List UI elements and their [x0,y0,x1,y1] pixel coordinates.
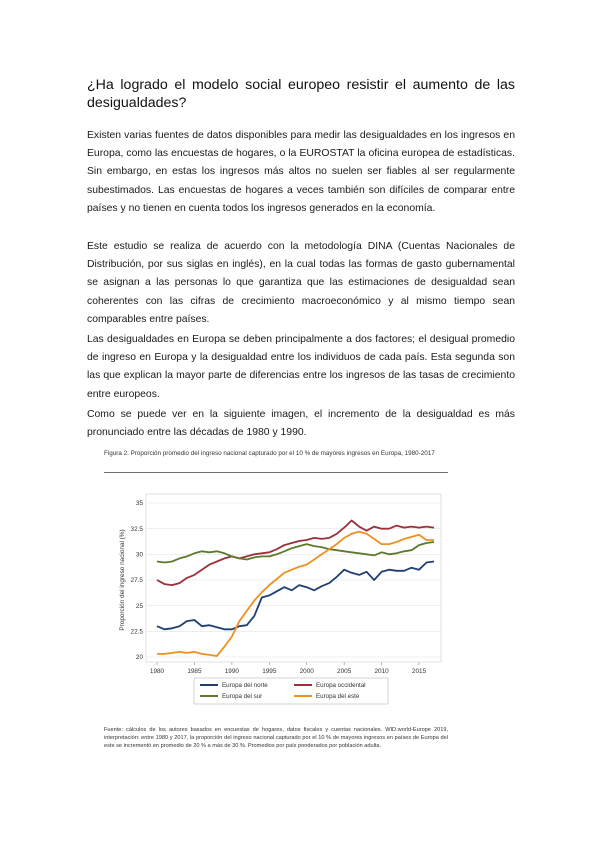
paragraph-3: Las desigualdades en Europa se deben pri… [87,334,515,400]
legend-label: Europa occidental [316,682,366,689]
x-tick-label: 1985 [187,668,202,675]
figure-source: Fuente: cálculos de los autores basados … [104,727,448,749]
document-heading: ¿Ha logrado el modelo social europeo res… [87,77,515,111]
y-tick-label: 22.5 [131,629,144,636]
x-tick-label: 2005 [337,668,352,675]
series-line-4 [157,530,434,657]
figure-title: Figura 2. Proporción promedio del ingres… [104,450,435,457]
legend-box [193,677,389,705]
series-line-2 [156,519,435,586]
legend-label: Europa del sur [222,693,262,700]
y-tick-label: 35 [136,500,144,507]
paragraph-4: Como se puede ver en la siguiente imagen… [87,409,515,439]
x-tick-label: 1980 [150,668,165,675]
x-tick-label: 1995 [262,668,277,675]
paragraph-2: Este estudio se realiza de acuerdo con l… [87,241,515,325]
y-tick-label: 32.5 [131,526,144,533]
figure-rule [104,472,448,473]
y-tick-label: 30 [136,552,144,559]
x-tick-label: 2010 [374,668,389,675]
legend-label: Europa del norte [222,682,268,689]
paragraph-1: Existen varias fuentes de datos disponib… [87,130,515,214]
y-tick-label: 20 [136,654,144,661]
plot-frame [145,493,442,663]
series-line-1 [156,560,435,631]
y-tick-label: 27.5 [131,577,144,584]
x-tick-label: 2000 [300,668,315,675]
y-axis-label: Proporción del ingreso nacional (%) [119,529,126,630]
legend-label: Europa del este [316,693,360,700]
y-tick-label: 25 [136,603,144,610]
x-tick-label: 2015 [412,668,427,675]
x-tick-label: 1990 [225,668,240,675]
series-line-3 [156,541,435,564]
